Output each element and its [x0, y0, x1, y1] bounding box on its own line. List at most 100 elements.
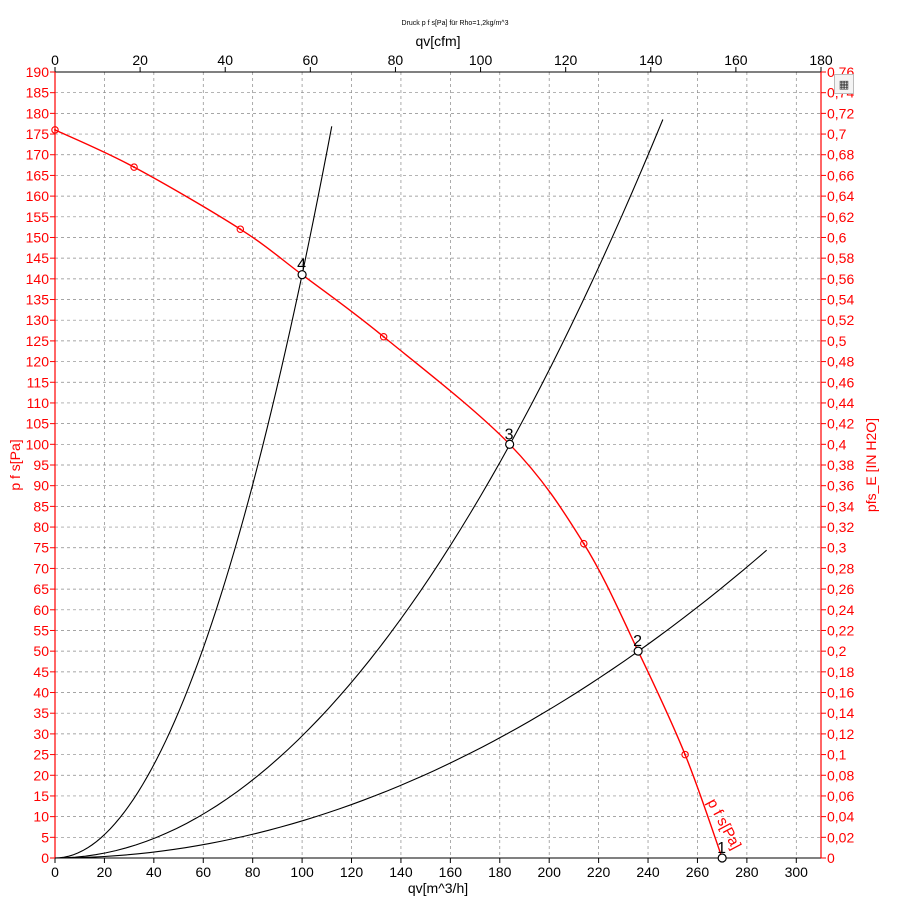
y2-tick-label: 0,04	[827, 809, 854, 825]
system-curve-2	[54, 119, 664, 859]
y-tick-label: 155	[26, 209, 50, 225]
y2-tick-label: 0,54	[827, 292, 854, 308]
y-tick-label: 45	[33, 664, 49, 680]
x2-tick-label: 40	[217, 52, 233, 68]
x2-tick-label: 140	[639, 52, 663, 68]
y2-tick-label: 0,22	[827, 622, 854, 638]
operating-point-label-2: 2	[633, 633, 642, 650]
y2-tick-label: 0,28	[827, 560, 854, 576]
y2-tick-label: 0,36	[827, 478, 854, 494]
y-tick-label: 85	[33, 498, 49, 514]
y2-tick-label: 0,16	[827, 685, 854, 701]
series-marker-dot	[239, 228, 242, 231]
y-tick-label: 175	[26, 126, 50, 142]
y2-axis-label: pfs_E [IN H2O]	[863, 418, 879, 512]
y-tick-label: 140	[26, 271, 50, 287]
y-tick-label: 130	[26, 312, 50, 328]
x-tick-label: 60	[195, 864, 211, 880]
y2-tick-label: 0,58	[827, 250, 854, 266]
x-tick-label: 120	[340, 864, 364, 880]
y2-tick-label: 0,64	[827, 188, 854, 204]
y-tick-label: 75	[33, 540, 49, 556]
y2-tick-label: 0,62	[827, 209, 854, 225]
y2-tick-label: 0,44	[827, 395, 854, 411]
y-tick-label: 105	[26, 416, 50, 432]
x-tick-label: 100	[290, 864, 314, 880]
series-line-0	[54, 129, 723, 859]
y2-tick-label: 0,66	[827, 167, 854, 183]
y-tick-label: 35	[33, 705, 49, 721]
y2-tick-label: 0,06	[827, 788, 854, 804]
x-tick-label: 40	[146, 864, 162, 880]
y-tick-label: 65	[33, 581, 49, 597]
y-tick-label: 80	[33, 519, 49, 535]
chart-title: Druck p f s[Pa] für Rho=1,2kg/m^3	[402, 20, 509, 27]
y-tick-label: 70	[33, 560, 49, 576]
operating-point-2	[633, 646, 643, 656]
y-tick-label: 135	[26, 292, 50, 308]
y2-tick-label: 0,2	[827, 643, 847, 659]
series-marker	[379, 333, 388, 341]
x-tick-label: 240	[636, 864, 660, 880]
operating-point-3	[505, 439, 515, 449]
tick-labels: 0 20 40 60 80 100 120 140 160 180 200 220 240 260 280 3…	[26, 52, 855, 880]
y2-tick-label: 0,42	[827, 416, 854, 432]
x-tick-label: 180	[488, 864, 512, 880]
y-tick-label: 50	[33, 643, 49, 659]
series-marker	[130, 163, 138, 171]
y-tick-label: 55	[33, 622, 49, 638]
series-marker-dot	[684, 753, 687, 756]
x2-tick-label: 20	[132, 52, 148, 68]
operating-points: 1 2 3 4	[297, 257, 727, 863]
x-tick-label: 260	[686, 864, 710, 880]
x2-tick-label: 160	[724, 52, 748, 68]
series-marker-dot	[382, 335, 385, 338]
series-marker	[681, 750, 689, 759]
series-marker	[51, 126, 59, 134]
y-tick-label: 25	[33, 747, 49, 763]
y-tick-label: 150	[26, 229, 50, 245]
y2-tick-label: 0,56	[827, 271, 854, 287]
y-tick-label: 0	[41, 850, 49, 866]
y-tick-label: 60	[33, 602, 49, 618]
system-curve-1	[54, 126, 333, 859]
tick-marks	[50, 67, 826, 863]
y-tick-label: 30	[33, 726, 49, 742]
x-tick-label: 200	[538, 864, 562, 880]
x-tick-label: 220	[587, 864, 611, 880]
grid	[55, 72, 821, 858]
y-tick-label: 190	[26, 64, 50, 80]
y-tick-label: 40	[33, 685, 49, 701]
y-tick-label: 110	[27, 395, 50, 411]
operating-point-label-3: 3	[505, 426, 514, 443]
operating-point-1	[717, 853, 727, 863]
x-tick-label: 280	[735, 864, 759, 880]
x2-tick-label: 120	[554, 52, 578, 68]
y2-tick-label: 0,14	[827, 705, 854, 721]
table-view-button[interactable]: ▦	[834, 74, 854, 94]
x-tick-label: 160	[439, 864, 463, 880]
y-tick-label: 160	[26, 188, 50, 204]
y-tick-label: 10	[33, 809, 49, 825]
y2-tick-label: 0,34	[827, 498, 854, 514]
y2-tick-label: 0,46	[827, 374, 854, 390]
operating-point-label-1: 1	[717, 840, 726, 857]
y2-tick-label: 0,26	[827, 581, 854, 597]
y2-tick-label: 0,48	[827, 354, 854, 370]
y2-tick-label: 0,12	[827, 726, 854, 742]
y2-tick-label: 0,38	[827, 457, 854, 473]
y2-tick-label: 0,72	[827, 105, 854, 121]
y-tick-label: 125	[26, 333, 50, 349]
x2-tick-label: 100	[469, 52, 493, 68]
series-marker	[580, 539, 588, 548]
y2-tick-label: 0,5	[827, 333, 847, 349]
x-tick-label: 20	[97, 864, 113, 880]
series-marker-dot	[582, 542, 585, 545]
y-tick-label: 165	[26, 167, 50, 183]
y2-tick-label: 0,32	[827, 519, 854, 535]
y-tick-label: 120	[26, 354, 50, 370]
y2-tick-label: 0,68	[827, 147, 854, 163]
y-tick-label: 15	[33, 788, 49, 804]
y2-tick-label: 0,3	[827, 540, 847, 556]
